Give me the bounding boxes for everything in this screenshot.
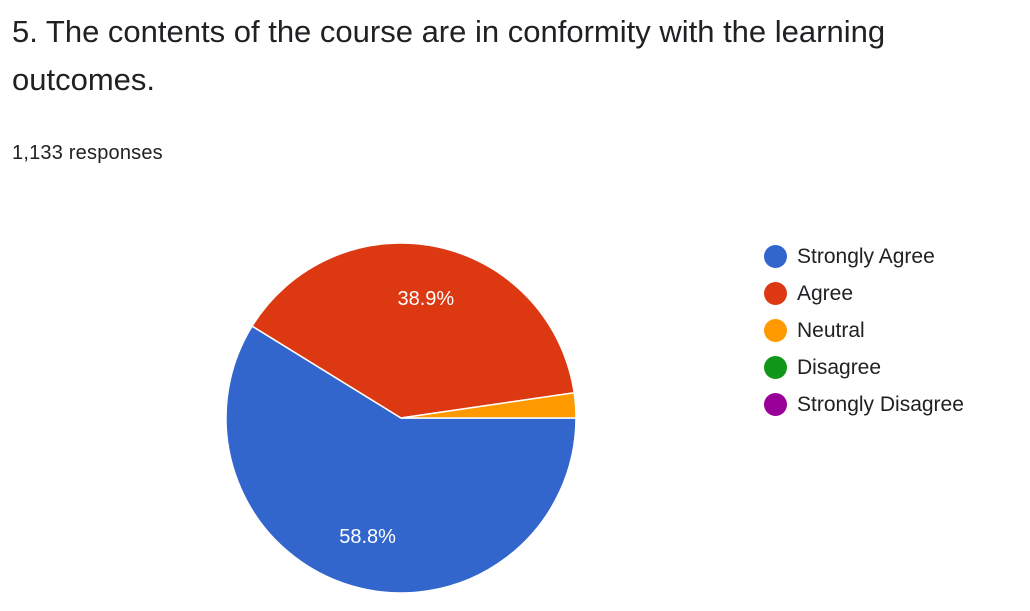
legend-label-neutral: Neutral (797, 318, 865, 342)
legend-item-strongly-disagree[interactable]: Strongly Disagree (764, 386, 964, 423)
pie-slice-agree[interactable] (251, 242, 576, 419)
legend-label-agree: Agree (797, 281, 854, 305)
legend-item-agree[interactable]: Agree (764, 275, 964, 312)
legend-swatch-strongly-disagree (764, 393, 787, 416)
pie-slice-strongly-agree[interactable] (225, 325, 577, 594)
legend-item-disagree[interactable]: Disagree (764, 349, 964, 386)
slice-label-strongly-agree: 58.8% (339, 526, 396, 548)
pie-slices (225, 242, 577, 594)
question-title: 5. The contents of the course are in con… (12, 14, 886, 97)
slice-label-agree: 38.9% (397, 288, 454, 310)
legend-item-neutral[interactable]: Neutral (764, 312, 964, 349)
legend-swatch-disagree (764, 356, 787, 379)
response-count: 1,133 responses (12, 142, 163, 164)
legend-label-strongly-disagree: Strongly Disagree (797, 392, 964, 416)
legend-label-strongly-agree: Strongly Agree (797, 244, 935, 268)
pie-slice-neutral[interactable] (400, 391, 577, 419)
legend-swatch-neutral (764, 319, 787, 342)
chart-legend: Strongly Agree Agree Neutral Disagree Strong… (764, 238, 964, 423)
legend-label-disagree: Disagree (797, 355, 882, 379)
pie-labels: 58.8% 38.9% (339, 288, 454, 548)
legend-swatch-strongly-agree (764, 245, 787, 268)
legend-swatch-agree (764, 282, 787, 305)
legend-item-strongly-agree[interactable]: Strongly Agree (764, 238, 964, 275)
